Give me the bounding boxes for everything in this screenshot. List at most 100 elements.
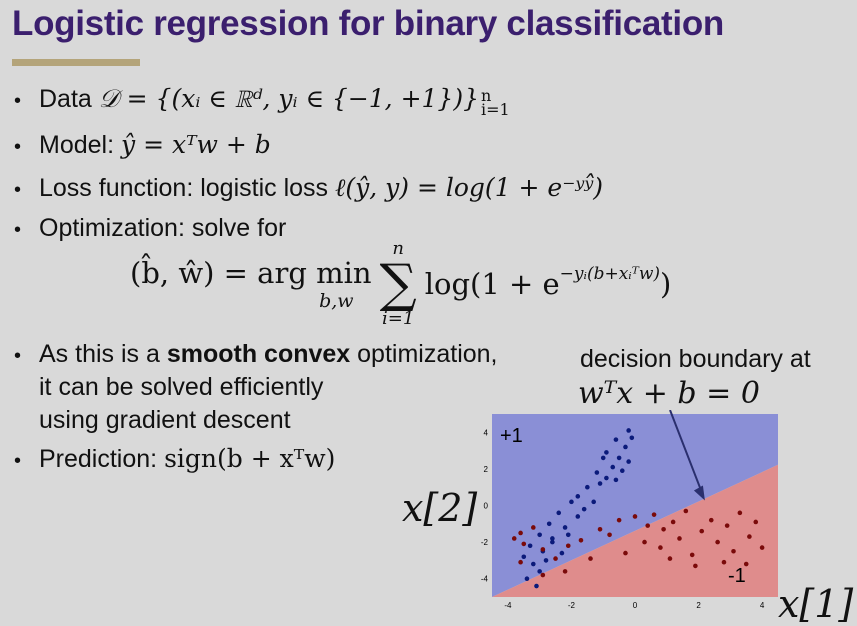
point-class-neg [540,572,546,578]
point-class-pos [562,525,568,530]
formula-close: ) [660,267,672,301]
point-class-neg [708,517,714,523]
point-class-pos [613,477,619,483]
formula-rhs: log(1 + e [424,267,560,301]
y-axis-label: x[2] [402,486,478,530]
y-tick-label: 4 [484,428,489,437]
point-class-pos [626,459,631,464]
bullet-model: • Model: ŷ = xᵀw + b [14,130,271,160]
point-class-neg [616,517,622,523]
point-class-neg [642,539,647,545]
bullet-optimization: • Optimization: solve for [14,214,286,243]
point-class-pos [610,464,616,470]
scatter-plot: -4 -2 0 2 4 -4 -2 0 2 4 +1 -1 [481,410,778,610]
point-class-neg [511,536,517,541]
slide-title: Logistic regression for binary classific… [12,4,724,43]
point-class-neg [578,537,584,543]
point-class-pos [550,539,555,545]
point-class-neg [737,510,743,516]
y-tick-label: 0 [484,502,489,511]
point-class-pos [597,481,603,486]
class-neg-label: -1 [728,565,746,587]
data-set-superscript: n [480,86,492,105]
point-class-neg [667,556,673,561]
point-class-pos [565,532,571,538]
point-class-pos [537,532,542,538]
x-tick-label: 0 [633,601,638,610]
point-class-neg [562,569,568,574]
point-class-neg [731,548,736,554]
bullet-dot: • [14,219,22,241]
point-class-pos [616,455,622,461]
smooth-line1-pre: As this is a [39,340,160,368]
positive-region [492,414,778,597]
bullet-smooth-convex: • As this is a smooth convex optimizatio… [14,340,498,369]
x-tick-label: 4 [760,601,765,610]
point-class-pos [575,514,581,519]
optimization-formula: (b̂, ŵ) = arg min b,w n ∑ i=1 log(1 + e −… [130,240,671,328]
point-class-pos [604,475,609,481]
smooth-convex-bold: smooth convex [166,340,351,368]
bullet-prediction-label: Prediction: [39,445,158,473]
point-class-neg [759,545,765,550]
point-class-neg [693,563,698,569]
point-class-pos [613,437,619,442]
point-class-neg [689,552,695,558]
x-tick-label: 2 [696,601,701,610]
sum-upper-limit: n [392,238,404,259]
point-class-pos [626,428,631,433]
point-class-pos [585,484,590,490]
bullet-data: • Data 𝒟 = {(xᵢ ∈ ℝᵈ, yᵢ ∈ {−1, +1})} n … [14,84,510,123]
bullet-model-math: ŷ = xᵀw + b [121,130,271,159]
decision-boundary-equation: wᵀx + b = 0 [578,376,760,411]
point-class-neg [651,512,657,517]
point-class-neg [658,545,663,550]
bullet-loss-math: ℓ(ŷ, y) = log(1 + e⁻ʸʸ̂) [334,173,603,202]
point-class-pos [575,494,581,499]
point-class-neg [677,536,682,541]
x-tick-label: -4 [504,601,512,610]
point-class-neg [645,523,651,528]
bullet-data-math: 𝒟 = {(xᵢ ∈ ℝᵈ, yᵢ ∈ {−1, +1})} [98,84,479,113]
decision-boundary-label: decision boundary at [580,345,811,373]
point-class-pos [581,506,587,512]
bullet-data-label: Data [39,85,92,113]
point-class-neg [518,530,523,536]
bullet-optimization-label: Optimization: solve for [39,214,287,242]
point-class-pos [600,455,606,461]
bullet-loss-label: Loss function: logistic loss [39,174,329,202]
bullet-prediction: • Prediction: sign(b + xᵀw) [14,444,335,474]
point-class-neg [699,528,705,534]
point-class-pos [619,468,625,474]
formula-argmin-subscript: b,w [319,290,354,312]
point-class-neg [531,525,536,530]
bullet-model-label: Model: [39,131,115,159]
point-class-neg [540,547,546,552]
point-class-neg [753,519,759,525]
smooth-line1-post: optimization, [357,340,498,368]
point-class-neg [518,559,523,565]
class-pos-label: +1 [500,425,523,447]
point-class-pos [569,499,574,505]
formula-exponent: −yᵢ(b+xᵢᵀw) [559,264,661,284]
point-class-neg [588,556,593,561]
y-tick-label: 2 [484,465,489,474]
bullet-loss: • Loss function: logistic loss ℓ(ŷ, y) =… [14,173,603,203]
point-class-neg [747,534,752,539]
point-class-neg [597,526,603,532]
point-class-pos [521,554,527,560]
y-tick-label: -2 [481,538,489,547]
point-class-neg [743,561,749,567]
point-class-pos [591,499,596,505]
point-class-pos [559,550,565,556]
point-class-pos [623,444,628,450]
point-class-neg [715,539,720,545]
formula-lhs: (b̂, ŵ) = arg min [130,256,372,290]
point-class-pos [629,435,635,441]
point-class-pos [543,558,549,563]
point-class-neg [553,556,558,561]
point-class-neg [607,532,612,538]
point-class-neg [565,543,571,549]
data-set-subscript: i=1 [480,100,510,119]
annotation-arrow [669,410,703,493]
